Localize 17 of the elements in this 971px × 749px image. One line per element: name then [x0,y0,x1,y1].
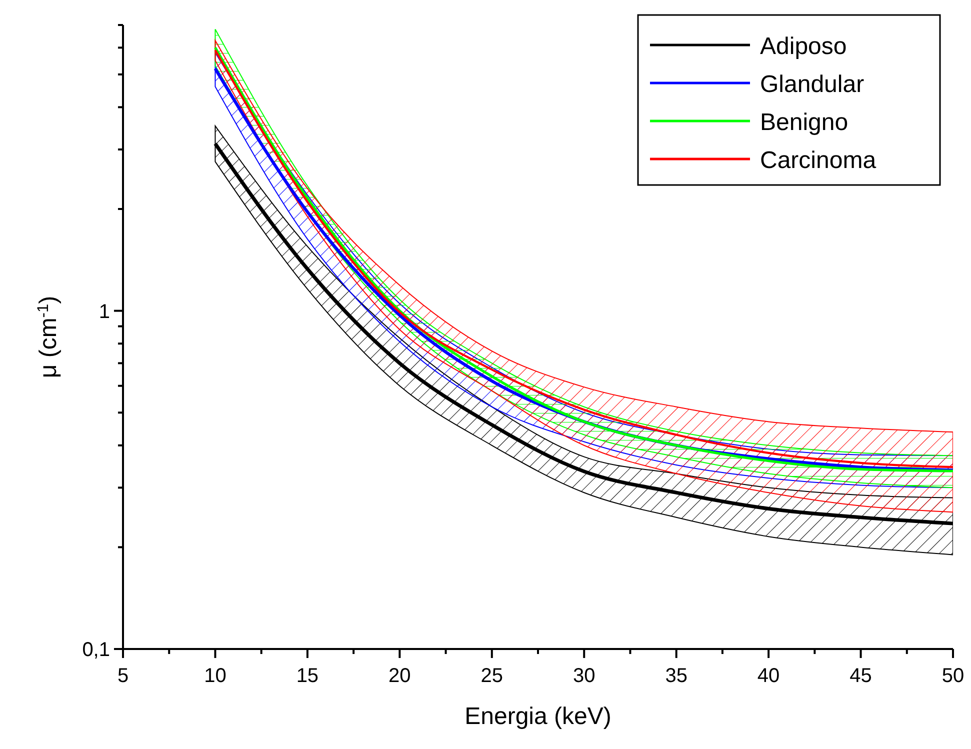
x-tick-label: 10 [204,665,226,687]
x-axis-title: Energia (keV) [464,703,612,730]
x-tick-label: 20 [388,665,411,687]
x-tick-label: 25 [480,665,504,687]
x-tick-label: 5 [117,665,129,687]
x-tick-label: 40 [757,665,780,687]
legend-label: Adiposo [760,33,847,60]
legend-label: Glandular [760,71,864,98]
legend-label: Benigno [760,109,848,136]
y-tick-label: 0,1 [82,639,110,661]
y-tick-label: 1 [98,300,110,323]
x-tick-label: 15 [296,665,319,687]
x-tick-label: 50 [942,665,964,687]
x-tick-label: 45 [850,665,872,687]
x-tick-label: 35 [665,665,688,687]
legend-label: Carcinoma [760,147,877,174]
x-tick-label: 30 [572,665,596,687]
